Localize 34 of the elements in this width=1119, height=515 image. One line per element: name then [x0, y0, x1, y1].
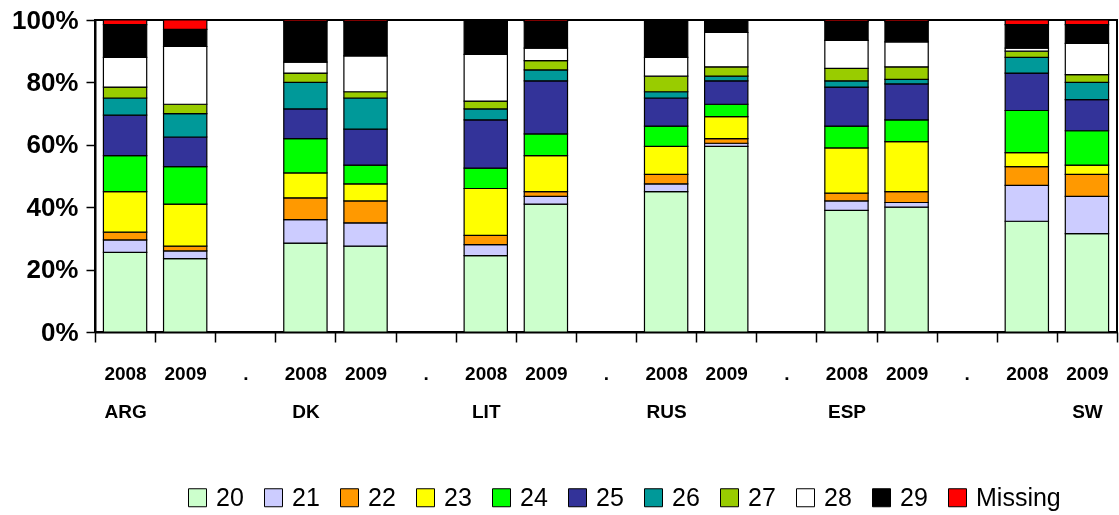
- y-tick-label: 100%: [12, 4, 79, 35]
- legend-label: 20: [216, 482, 244, 511]
- x-tick-label: .: [423, 362, 429, 384]
- legend-label: 24: [520, 482, 548, 511]
- y-tick-label: 0%: [40, 316, 79, 347]
- legend-label: 23: [444, 482, 472, 511]
- x-tick-label: .: [784, 362, 790, 384]
- x-tick-label: 2008 LIT: [465, 362, 508, 422]
- legend-label: 27: [748, 482, 776, 511]
- x-tick-label: 2009 SW: [1066, 362, 1109, 422]
- legend-label: 25: [596, 482, 624, 511]
- x-tick-label: 2008 ESP: [825, 362, 869, 422]
- legend-label: 22: [368, 482, 396, 511]
- legend-label: 26: [672, 482, 700, 511]
- x-tick-label: 2008 DK: [284, 362, 328, 422]
- legend-label: 29: [900, 482, 928, 511]
- x-tick-label: 2009: [525, 362, 568, 384]
- y-tick-label: 20%: [26, 254, 79, 285]
- x-tick-label: .: [964, 362, 970, 384]
- x-tick-label: 2008: [1006, 362, 1049, 384]
- x-tick-label: 2009: [164, 362, 207, 384]
- x-tick-label: 2009: [344, 362, 388, 384]
- y-tick-label: 80%: [26, 66, 79, 97]
- legend-label: 21: [292, 482, 320, 511]
- x-tick-label: 2008 RUS: [645, 362, 688, 422]
- legend-label: Missing: [976, 482, 1061, 511]
- y-tick-label: 40%: [26, 191, 79, 222]
- x-tick-label: 2009: [885, 362, 929, 384]
- legend-label: 28: [824, 482, 852, 511]
- x-tick-label: 2008 ARG: [104, 362, 147, 422]
- y-tick-label: 60%: [26, 129, 79, 160]
- x-tick-label: .: [603, 362, 610, 384]
- x-tick-label: 2009: [705, 362, 748, 384]
- x-tick-label: .: [243, 362, 249, 384]
